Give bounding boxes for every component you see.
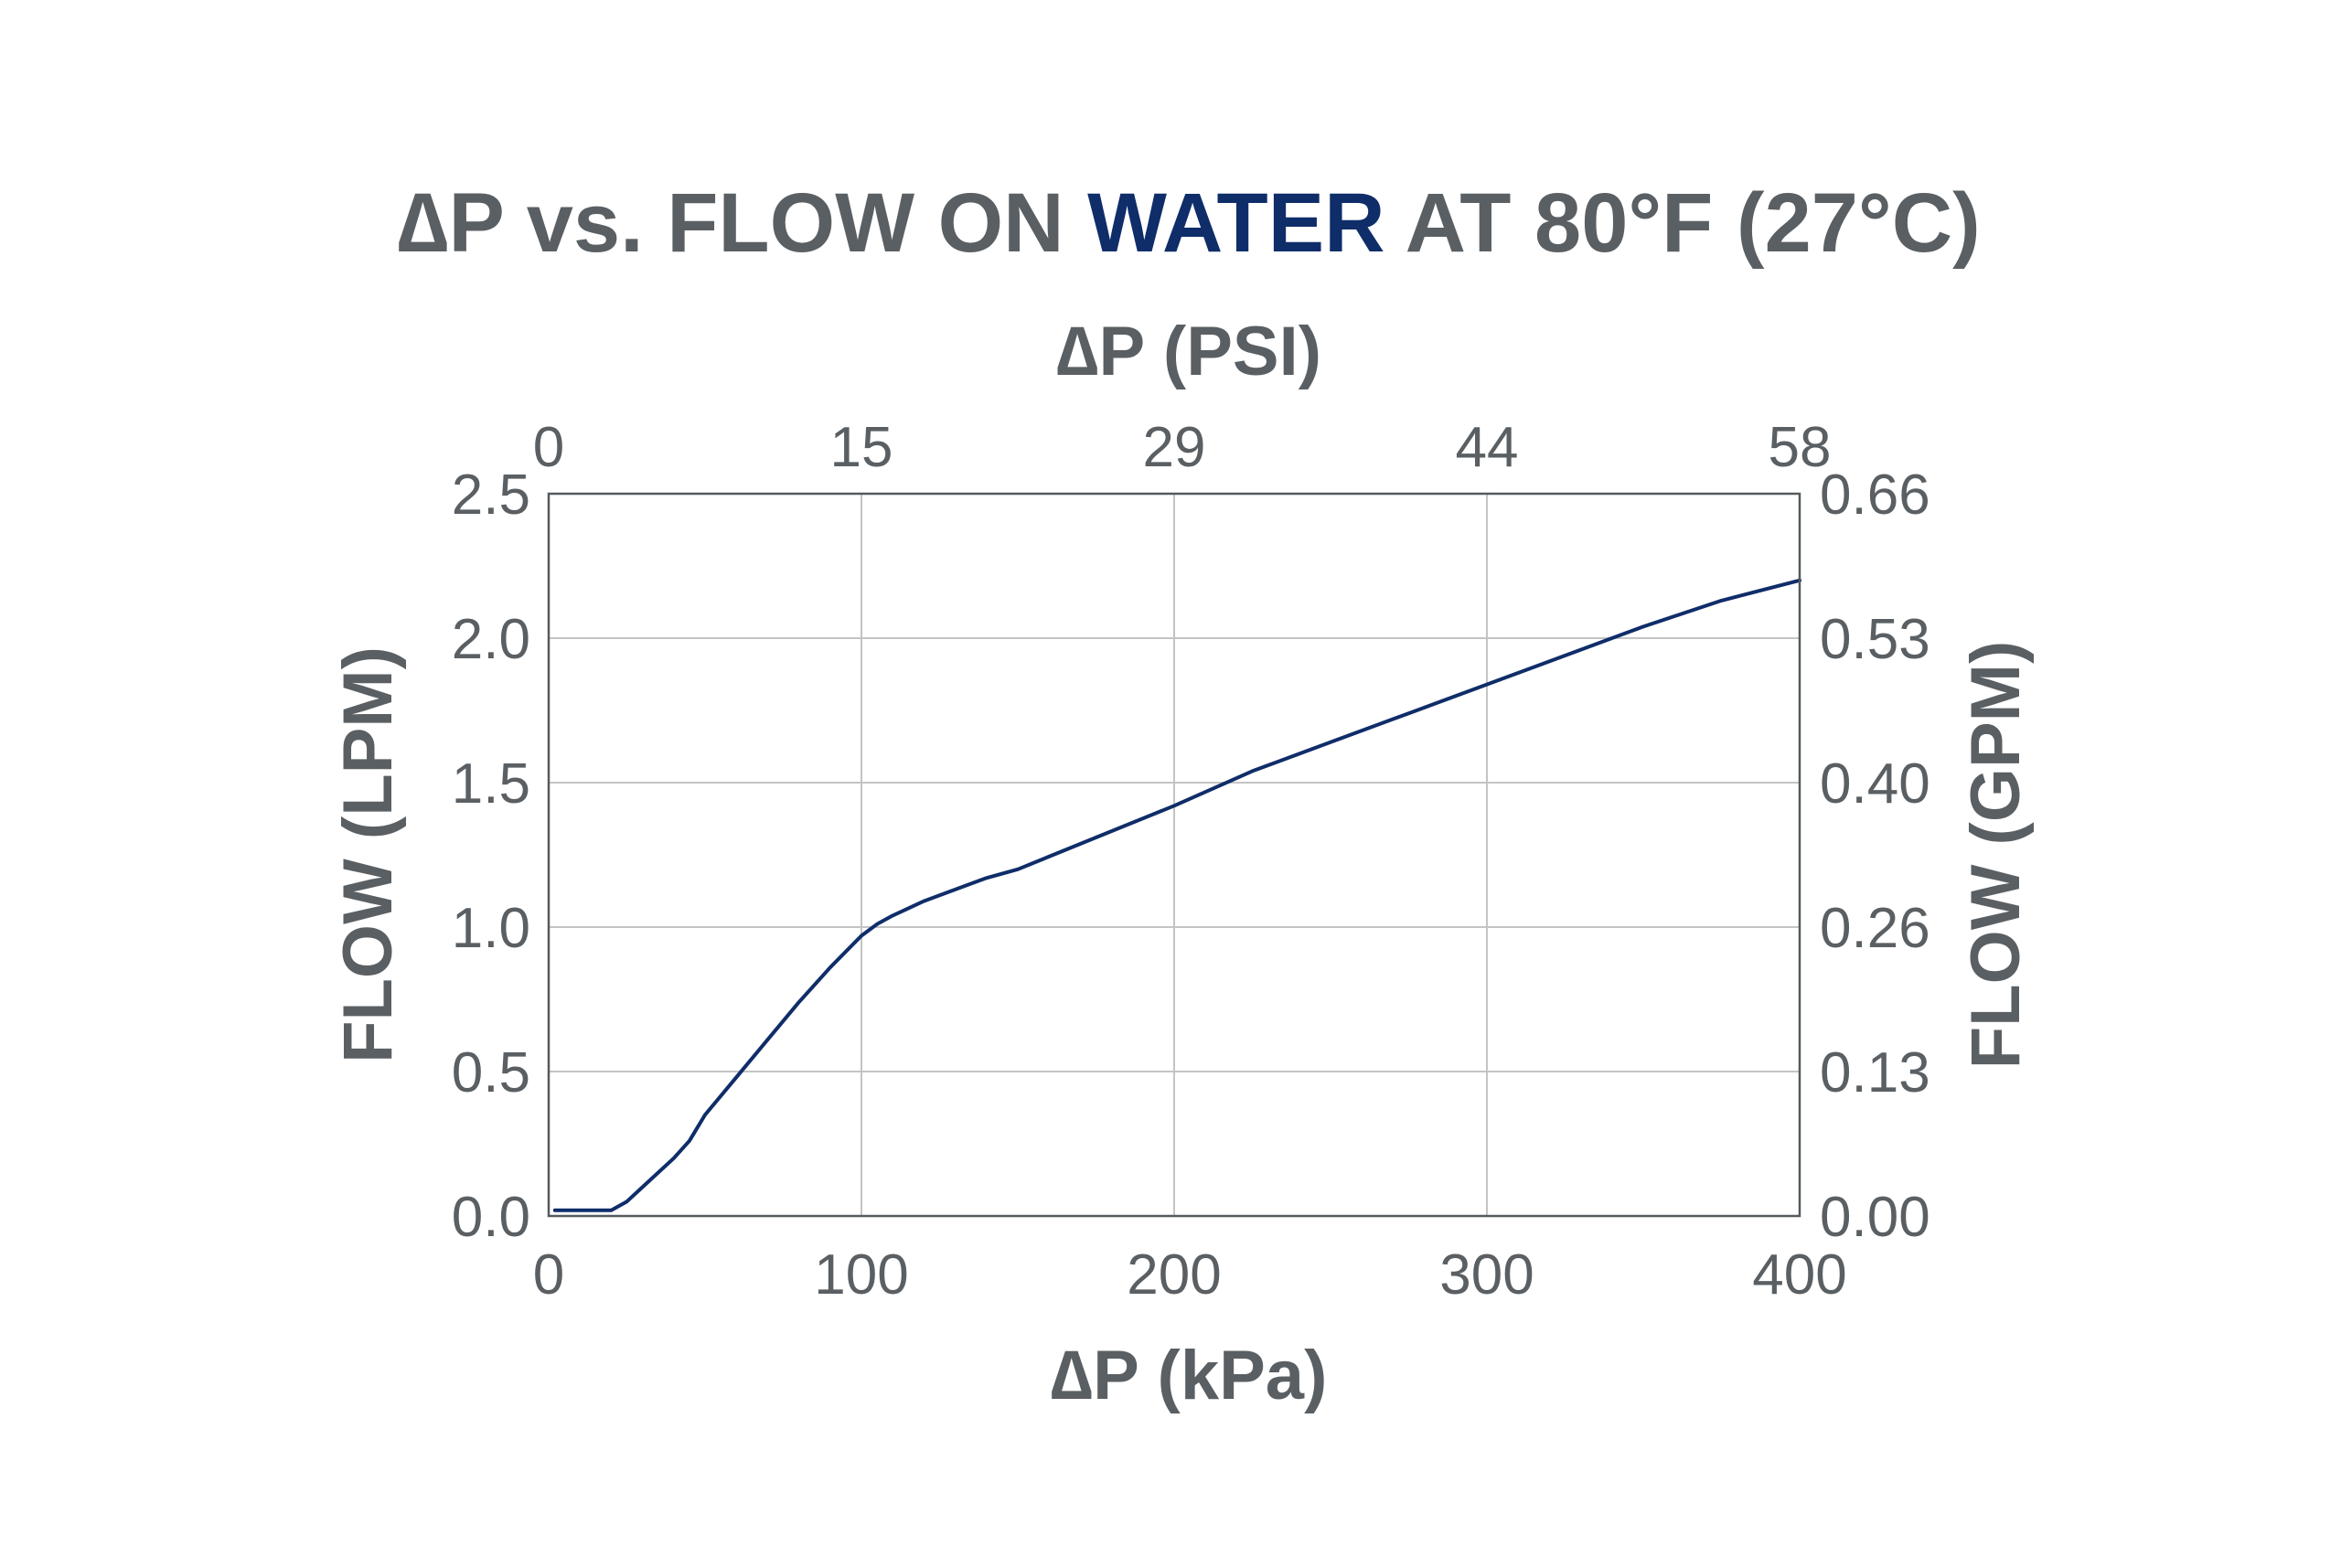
y2-tick-label: 0.13 (1820, 1041, 1930, 1104)
title-segment: AT 80°F (27°C) (1385, 176, 1981, 270)
data-series (552, 578, 1801, 1212)
top-axis-title: ∆P (PSI) (1056, 313, 1321, 390)
tick-labels: 0 100 200 300 400 0 15 29 44 58 0.0 0.5 1.0 1.5 2.0 2.5… (452, 416, 1930, 1307)
x2-tick-label: 15 (830, 416, 893, 479)
x2-tick-label: 29 (1143, 416, 1206, 479)
y-tick-label: 0.0 (452, 1186, 530, 1249)
x-tick-label: 300 (1439, 1243, 1534, 1307)
y-tick-label: 2.0 (452, 608, 530, 671)
y-tick-label: 0.5 (452, 1041, 530, 1104)
right-axis-title: FLOW (GPM) (1957, 641, 2035, 1070)
x-tick-label: 400 (1752, 1243, 1846, 1307)
x2-tick-label: 58 (1769, 416, 1832, 479)
y2-tick-label: 0.66 (1820, 464, 1930, 527)
flow-series-line (552, 578, 1801, 1212)
plot-frame (547, 492, 1801, 1218)
x2-tick-label: 0 (533, 416, 564, 479)
left-axis-title: FLOW (LPM) (329, 646, 407, 1063)
x-tick-label: 100 (814, 1243, 908, 1307)
y-tick-label: 1.5 (452, 752, 530, 816)
title-accent-word: WATER (1087, 176, 1384, 270)
y2-tick-label: 0.40 (1820, 752, 1930, 816)
x2-tick-label: 44 (1456, 416, 1519, 479)
y2-tick-label: 0.53 (1820, 608, 1930, 671)
y-tick-label: 2.5 (452, 464, 530, 527)
bottom-axis-title: ∆P (kPa) (1051, 1337, 1328, 1414)
y-tick-label: 1.0 (452, 897, 530, 960)
chart-title: ∆P vs. FLOW ON WATER AT 80°F (27°C) (397, 176, 1981, 270)
x-tick-label: 200 (1127, 1243, 1221, 1307)
x-tick-label: 0 (533, 1243, 564, 1307)
y2-tick-label: 0.26 (1820, 897, 1930, 960)
y2-tick-label: 0.00 (1820, 1186, 1930, 1249)
grid-lines (549, 494, 1800, 1216)
title-segment: ∆P vs. FLOW ON (397, 176, 1087, 270)
